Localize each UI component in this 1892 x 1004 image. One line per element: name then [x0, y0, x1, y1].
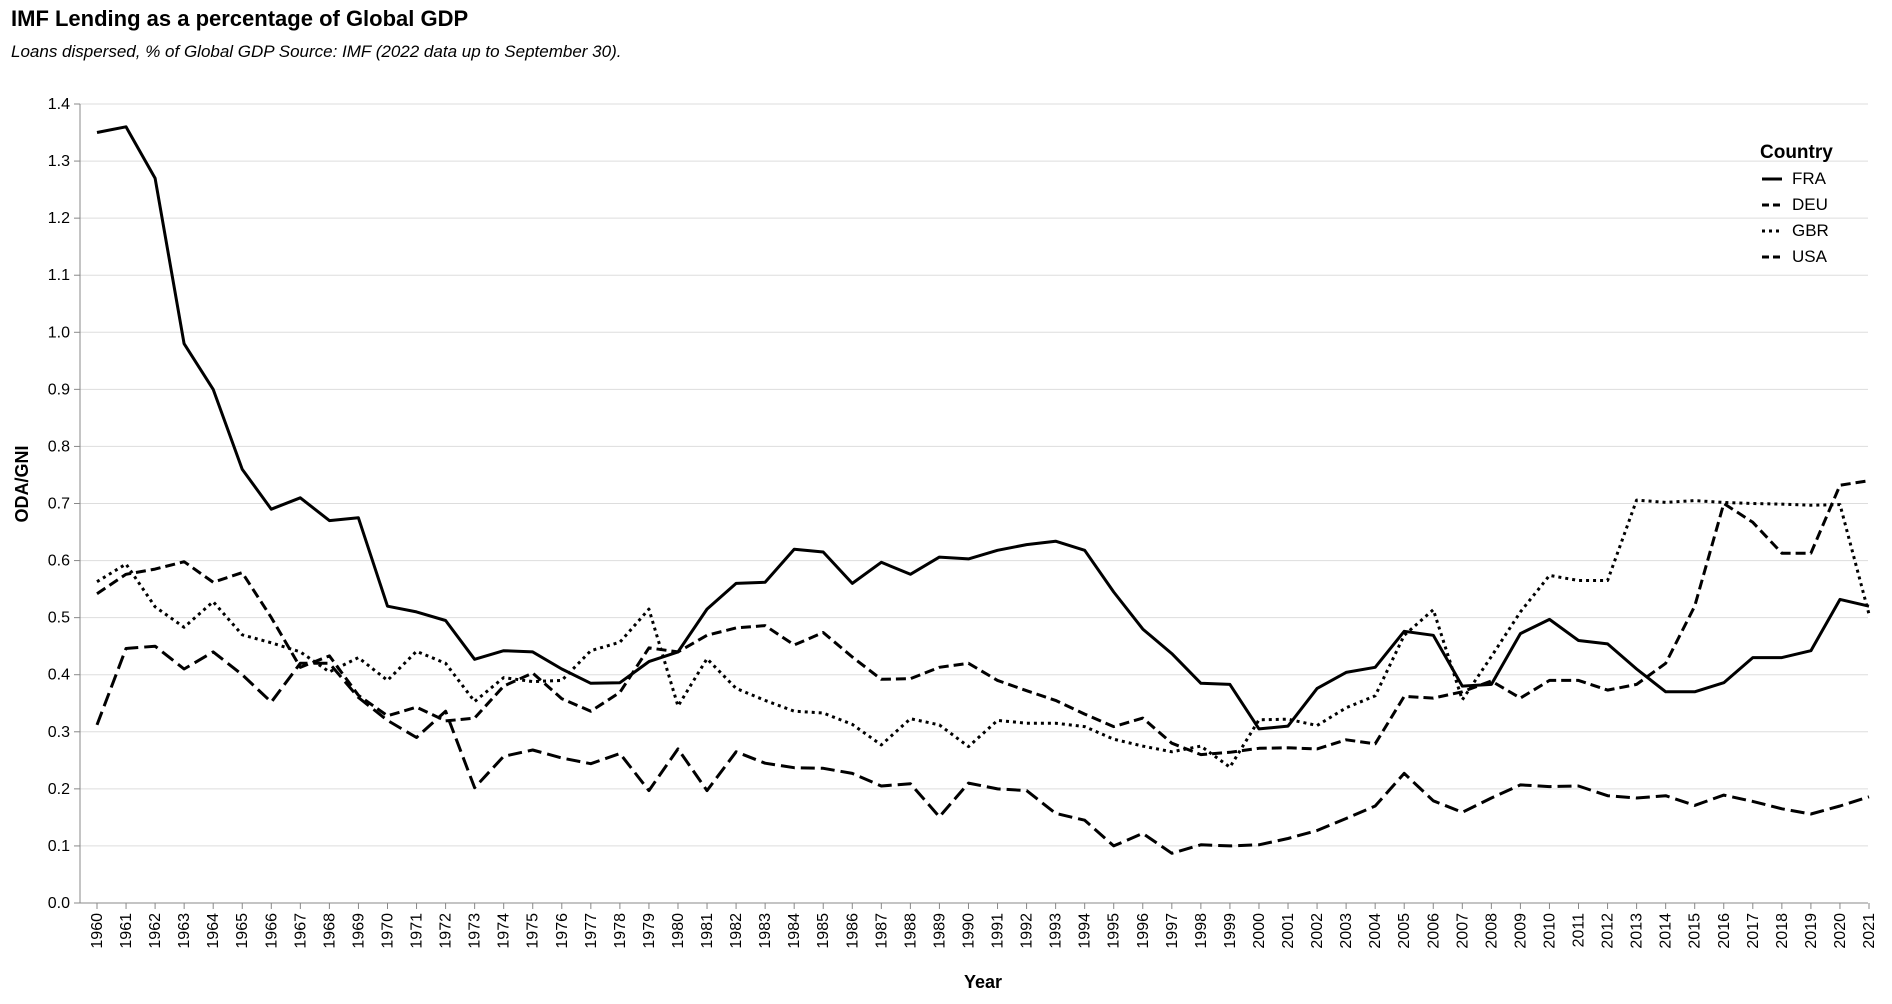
y-tick-label: 1.2: [48, 210, 70, 227]
x-tick-label: 2007: [1454, 913, 1471, 949]
y-tick-label: 0.7: [48, 496, 70, 513]
x-tick-label: 1998: [1193, 913, 1210, 949]
x-tick-label: 1965: [234, 913, 251, 949]
series-line-deu: [96, 479, 1870, 757]
chart-subtitle: Loans dispersed, % of Global GDP Source:…: [11, 42, 622, 61]
x-tick-label: 1988: [902, 913, 919, 949]
x-tick-label: 1984: [786, 913, 803, 949]
x-tick-label: 1989: [931, 913, 948, 949]
x-tick-label: 2018: [1774, 913, 1791, 949]
x-tick-label: 1993: [1048, 913, 1065, 949]
y-tick-label: 0.3: [48, 724, 70, 741]
y-tick-label: 1.0: [48, 324, 70, 341]
legend-label-gbr: GBR: [1792, 221, 1829, 240]
x-tick-label: 2008: [1483, 913, 1500, 949]
x-tick-label: 1981: [699, 913, 716, 949]
legend-label-usa: USA: [1792, 247, 1828, 266]
x-tick-label: 2015: [1687, 913, 1704, 949]
legend-title: Country: [1760, 142, 1833, 163]
x-tick-label: 2021: [1861, 913, 1878, 949]
x-tick-label: 2009: [1512, 913, 1529, 949]
legend: Country FRA DEU GBR USA: [1760, 142, 1833, 266]
x-tick-label: 1977: [583, 913, 600, 949]
x-tick-label: 2003: [1338, 913, 1355, 949]
x-tick-label: 2013: [1629, 913, 1646, 949]
y-axis-title: ODA/GNI: [12, 445, 32, 522]
x-tick-label: 2006: [1425, 913, 1442, 949]
series-line-fra: [96, 125, 1870, 731]
x-tick-label: 1964: [205, 913, 222, 949]
x-tick-label: 1963: [176, 913, 193, 949]
x-tick-label: 1987: [873, 913, 890, 949]
x-tick-label: 1967: [292, 913, 309, 949]
x-tick-label: 2017: [1745, 913, 1762, 949]
x-tick-label: 2005: [1396, 913, 1413, 949]
x-tick-label: 1985: [815, 913, 832, 949]
y-tick-label: 0.0: [48, 895, 70, 912]
x-tick-label: 1997: [1164, 913, 1181, 949]
series-line-gbr: [96, 498, 1871, 769]
x-tick-label: 2016: [1716, 913, 1733, 949]
x-tick-label: 1971: [409, 913, 426, 949]
x-tick-label: 1968: [321, 913, 338, 949]
x-tick-label: 1992: [1019, 913, 1036, 949]
x-tick-label: 1962: [147, 913, 164, 949]
y-tick-label: 0.6: [48, 553, 70, 570]
y-tick-label: 0.2: [48, 781, 70, 798]
x-tick-label: 1960: [89, 913, 106, 949]
legend-label-deu: DEU: [1792, 195, 1828, 214]
legend-label-fra: FRA: [1792, 169, 1827, 188]
x-tick-label: 1982: [728, 913, 745, 949]
x-tick-label: 1994: [1077, 913, 1094, 949]
x-tick-label: 1979: [641, 913, 658, 949]
x-tick-label: 1990: [960, 913, 977, 949]
x-tick-label: 1969: [350, 913, 367, 949]
x-tick-label: 1986: [844, 913, 861, 949]
x-axis-title: Year: [964, 972, 1002, 992]
x-tick-label: 2014: [1658, 913, 1675, 949]
x-tick-label: 1966: [263, 913, 280, 949]
x-tick-label: 1976: [554, 913, 571, 949]
x-tick-label: 2004: [1367, 913, 1384, 949]
y-tick-label: 1.4: [48, 96, 70, 113]
y-tick-label: 0.8: [48, 438, 70, 455]
x-tick-label: 1996: [1135, 913, 1152, 949]
axes: 0.0 0.1 0.2 0.3 0.4 0.5 0.6 0.7 0.8 0.9 1.0 1.1 1.2 1…: [48, 96, 1878, 949]
x-tick-label: 2010: [1541, 913, 1558, 949]
x-tick-label: 2012: [1600, 913, 1617, 949]
chart-title: IMF Lending as a percentage of Global GD…: [11, 6, 469, 31]
y-tick-label: 0.1: [48, 838, 70, 855]
x-tick-label: 1974: [496, 913, 513, 949]
y-tick-label: 1.3: [48, 153, 70, 170]
x-tick-label: 2020: [1832, 913, 1849, 949]
x-tick-label: 1999: [1222, 913, 1239, 949]
x-tick-label: 1980: [670, 913, 687, 949]
x-tick-label: 1991: [990, 913, 1007, 949]
x-tick-label: 2000: [1251, 913, 1268, 949]
x-tick-label: 1973: [467, 913, 484, 949]
x-tick-label: 2002: [1309, 913, 1326, 949]
x-tick-label: 1983: [757, 913, 774, 949]
x-tick-label: 1972: [438, 913, 455, 949]
series-lines: [95, 125, 1871, 855]
x-tick-label: 1995: [1106, 913, 1123, 949]
y-tick-label: 0.5: [48, 610, 70, 627]
y-tick-label: 1.1: [48, 267, 70, 284]
x-tick-label: 2001: [1280, 913, 1297, 949]
series-line-usa: [95, 644, 1870, 855]
x-tick-label: 2019: [1803, 913, 1820, 949]
y-tick-label: 0.9: [48, 381, 70, 398]
x-tick-label: 1975: [525, 913, 542, 949]
x-tick-label: 1978: [612, 913, 629, 949]
x-tick-label: 1970: [379, 913, 396, 949]
y-tick-label: 0.4: [48, 667, 70, 684]
x-tick-label: 2011: [1571, 913, 1588, 948]
x-tick-label: 1961: [118, 913, 135, 949]
